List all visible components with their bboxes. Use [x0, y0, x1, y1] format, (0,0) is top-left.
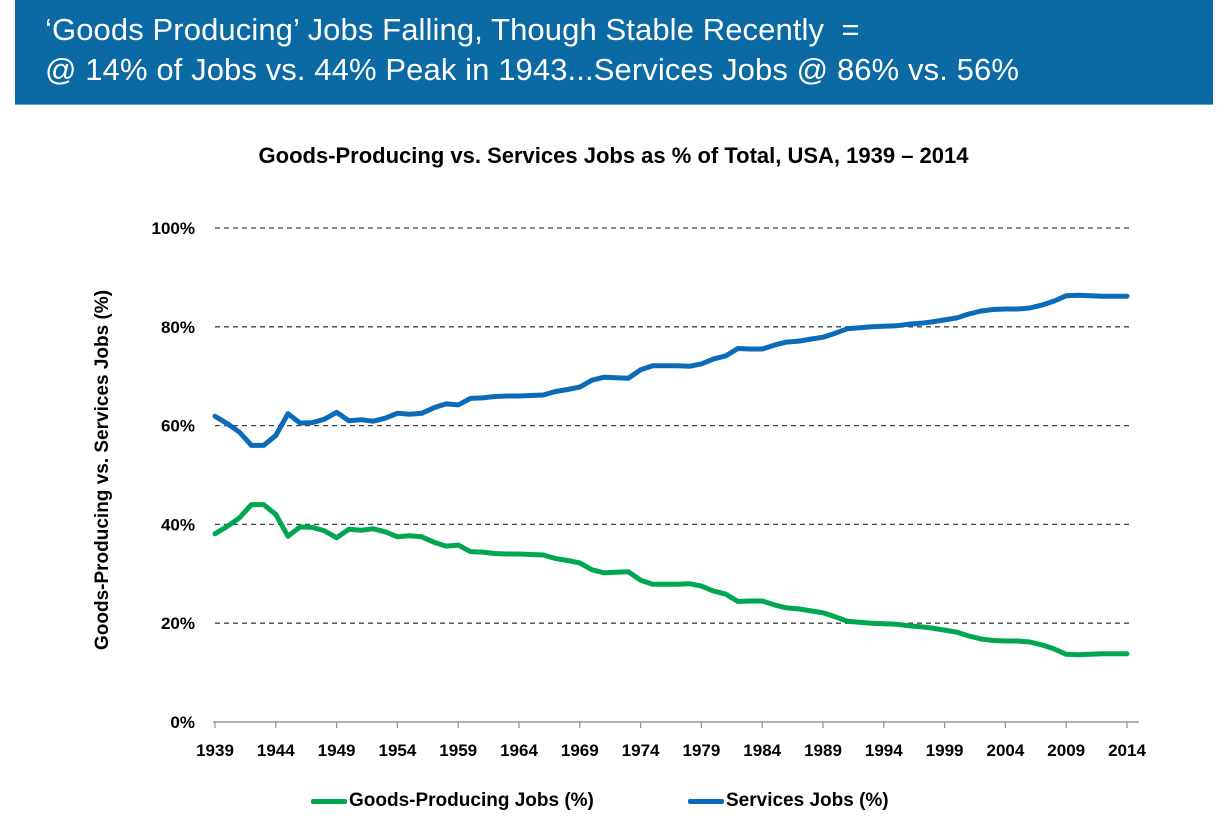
x-tick-label: 2009 [1047, 741, 1085, 760]
x-tick-label: 1964 [500, 741, 538, 760]
series-lines [212, 292, 1130, 658]
series-line-goods-producing [212, 502, 1130, 658]
legend-label-goods-producing: Goods-Producing Jobs (%) [349, 790, 594, 811]
x-axis-tick-labels: 1939 1944 1949 1954 1959 1964 1969 1974 1979 1984… [196, 741, 1146, 760]
chart-title: Goods-Producing vs. Services Jobs as % o… [258, 143, 969, 168]
y-axis-title: Goods-Producing vs. Services Jobs (%) [92, 290, 113, 650]
y-tick-label: 100% [152, 219, 195, 238]
legend: Goods-Producing Jobs (%) Services Jobs (… [0, 790, 1227, 820]
headline-line-2: @ 14% of Jobs vs. 44% Peak in 1943...Ser… [45, 52, 1019, 87]
x-tick-label: 1989 [804, 741, 842, 760]
legend-item-goods-producing: Goods-Producing Jobs (%) [311, 790, 594, 812]
x-tick-label: 1939 [196, 741, 234, 760]
x-tick-label: 1984 [743, 741, 781, 760]
y-tick-label: 80% [161, 318, 195, 337]
x-axis [213, 721, 1139, 728]
headline-banner: ‘Goods Producing’ Jobs Falling, Though S… [15, 0, 1213, 105]
x-tick-label: 2014 [1108, 741, 1146, 760]
legend-label-services: Services Jobs (%) [726, 790, 889, 811]
y-tick-label: 0% [170, 713, 195, 732]
x-tick-label: 1969 [561, 741, 599, 760]
x-tick-label: 1954 [378, 741, 416, 760]
y-axis-tick-labels: 0% 20% 40% 60% 80% 100% [152, 219, 195, 732]
x-tick-label: 1944 [257, 741, 295, 760]
y-tick-label: 20% [161, 614, 195, 633]
y-tick-label: 40% [161, 515, 195, 534]
gridlines [215, 227, 1130, 624]
legend-item-services: Services Jobs (%) [688, 790, 889, 812]
headline-line-1: ‘Goods Producing’ Jobs Falling, Though S… [45, 12, 860, 47]
x-tick-label: 1959 [439, 741, 477, 760]
x-tick-label: 2004 [986, 741, 1024, 760]
legend-swatch-services [688, 798, 724, 804]
series-line-services [212, 292, 1130, 448]
x-tick-label: 1999 [926, 741, 964, 760]
x-tick-label: 1979 [682, 741, 720, 760]
y-tick-label: 60% [161, 417, 195, 436]
x-tick-label: 1949 [318, 741, 356, 760]
legend-swatch-goods-producing [311, 798, 347, 804]
x-tick-label: 1994 [865, 741, 903, 760]
x-tick-label: 1974 [622, 741, 660, 760]
